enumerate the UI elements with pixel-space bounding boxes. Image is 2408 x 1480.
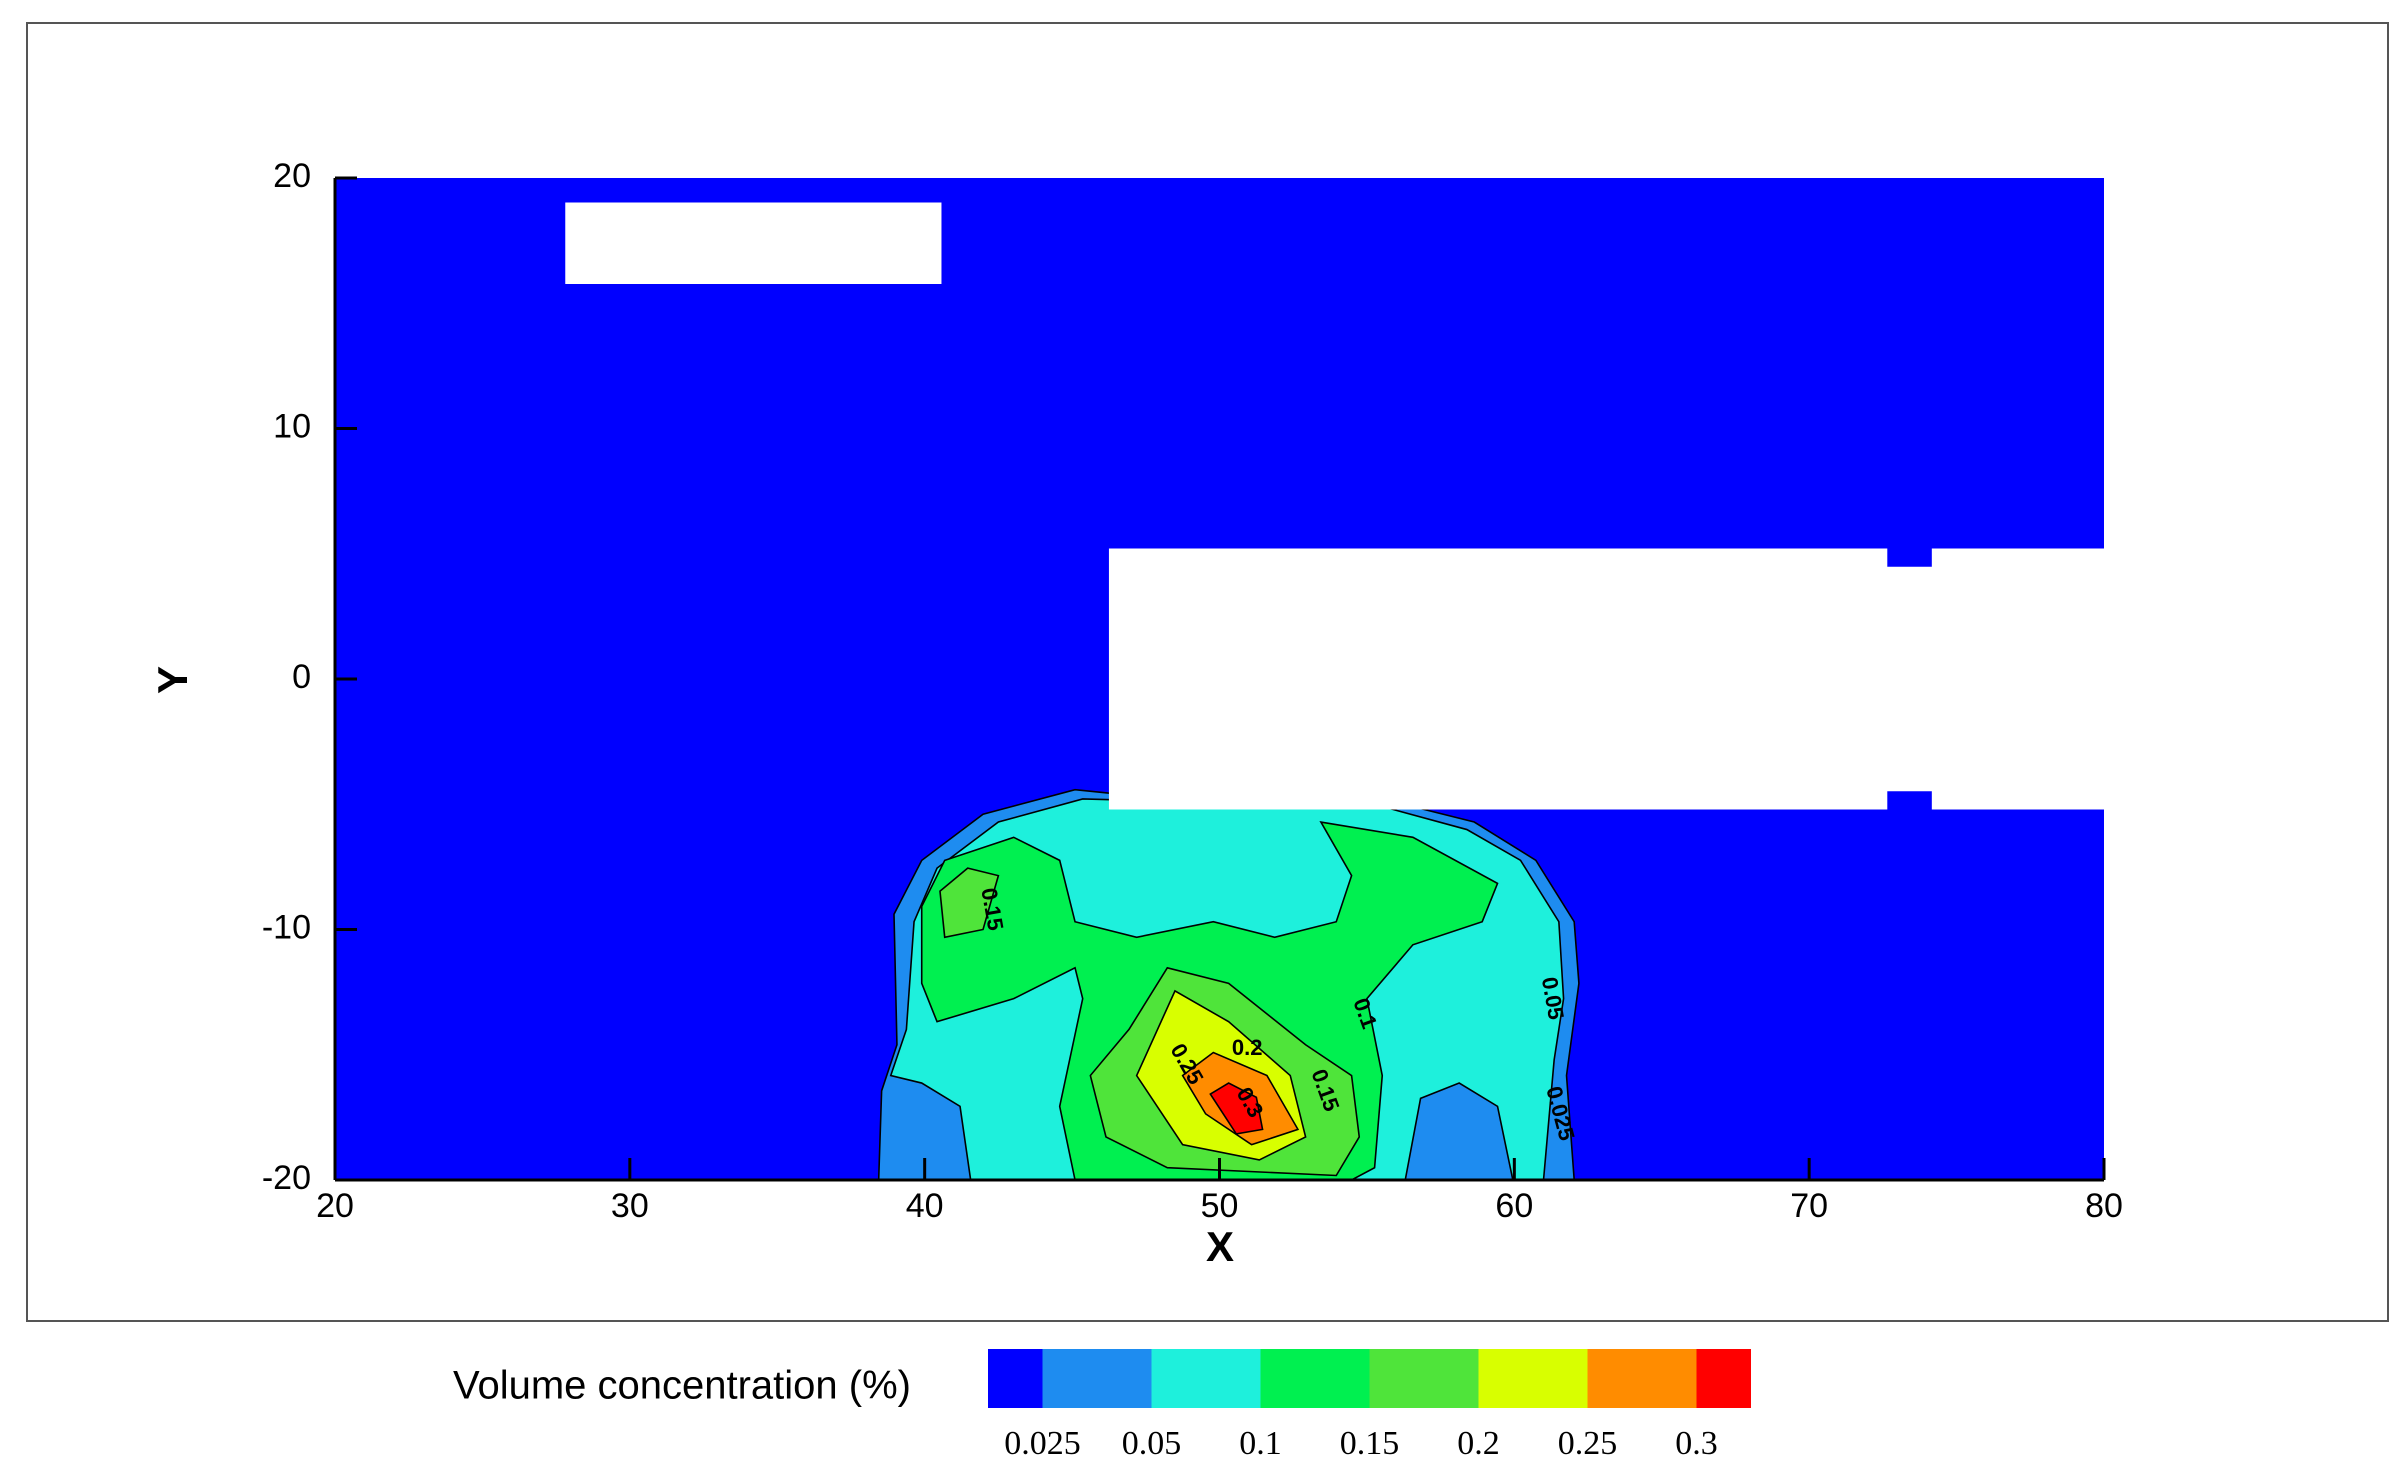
- x-tick-label: 70: [1790, 1187, 1828, 1225]
- colorbar-band: [1260, 1349, 1370, 1408]
- y-tick-label: 10: [273, 407, 311, 445]
- colorbar-band: [1587, 1349, 1697, 1408]
- colorbar-band: [1369, 1349, 1479, 1408]
- colorbar-label: 0.3: [1675, 1425, 1718, 1462]
- colorbar-band: [1696, 1349, 1751, 1408]
- colorbar-label: 0.2: [1457, 1425, 1500, 1462]
- x-tick-label: 40: [906, 1187, 944, 1225]
- x-tick-label: 50: [1201, 1187, 1239, 1225]
- colorbar-band: [1478, 1349, 1588, 1408]
- contour-label: 0.2: [1232, 1035, 1263, 1060]
- y-tick-label: -20: [262, 1159, 311, 1197]
- colorbar-label: 0.15: [1340, 1425, 1400, 1462]
- y-axis-label: Y: [149, 666, 196, 694]
- colorbar-label: 0.25: [1558, 1425, 1618, 1462]
- y-tick-label: -10: [262, 908, 311, 946]
- colorbar-band: [988, 1349, 1043, 1408]
- contour-region: [1209, 1082, 1264, 1135]
- x-tick-label: 20: [316, 1187, 354, 1225]
- colorbar-label: 0.1: [1239, 1425, 1282, 1462]
- y-tick-label: 0: [292, 658, 311, 696]
- colorbar-title: Volume concentration (%): [453, 1364, 911, 1408]
- colorbar-band: [1042, 1349, 1152, 1408]
- colorbar-band: [1151, 1349, 1261, 1408]
- obstacle: [1108, 548, 2104, 810]
- colorbar-label: 0.025: [1004, 1425, 1081, 1462]
- contour-region: [939, 867, 1000, 939]
- y-tick-label: 20: [273, 157, 311, 195]
- obstacle: [565, 202, 942, 284]
- x-axis-label: X: [1206, 1223, 1234, 1270]
- x-tick-label: 80: [2085, 1187, 2123, 1225]
- plot-area: [335, 178, 2104, 1181]
- colorbar-label: 0.05: [1122, 1425, 1182, 1462]
- frame: [26, 22, 2389, 1322]
- x-tick-label: 30: [611, 1187, 649, 1225]
- x-tick-label: 60: [1495, 1187, 1533, 1225]
